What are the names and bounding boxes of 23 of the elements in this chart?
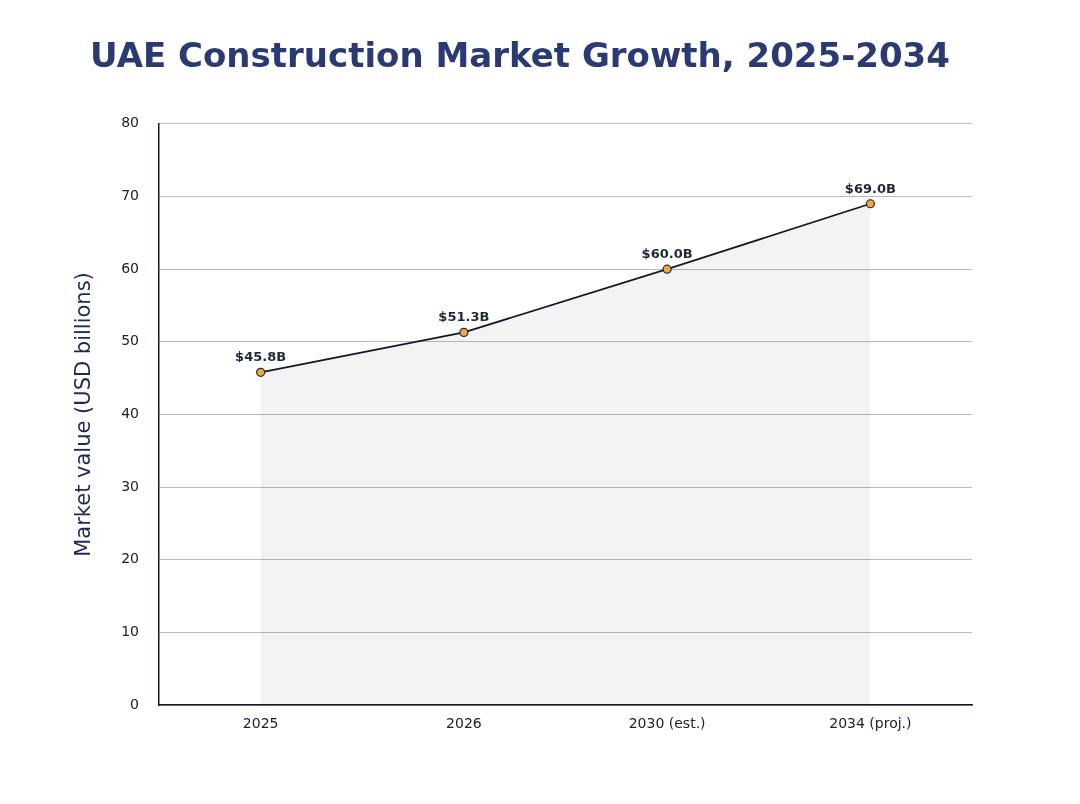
point bbox=[459, 327, 469, 337]
y-tick-label: 40 bbox=[121, 405, 140, 422]
y-tick-label: 50 bbox=[121, 332, 140, 349]
data-label: $45.8B bbox=[235, 349, 287, 365]
x-tick-label: 2034 (proj.) bbox=[829, 715, 912, 732]
y-tick-label: 10 bbox=[121, 623, 140, 640]
y-tick-label: 0 bbox=[130, 695, 140, 712]
y-tick-label: 70 bbox=[121, 187, 140, 204]
point bbox=[865, 199, 875, 209]
y-tick-label: 60 bbox=[121, 259, 140, 276]
chart-title: UAE Construction Market Growth, 2025-2034 bbox=[90, 35, 950, 76]
x-tick-label: 2025 bbox=[242, 715, 279, 732]
x-tick-label: 2030 (est.) bbox=[628, 715, 706, 732]
y-tick-label: 30 bbox=[121, 477, 140, 494]
y-tick-label: 20 bbox=[121, 550, 140, 567]
y-axis-title: Market value (USD billions) bbox=[71, 272, 96, 557]
x-tick-label: 2026 bbox=[446, 715, 482, 732]
data-label: $51.3B bbox=[438, 309, 490, 325]
point bbox=[256, 367, 266, 377]
data-label: $60.0B bbox=[641, 246, 693, 262]
data-label: $69.0B bbox=[844, 180, 896, 196]
y-tick-label: 80 bbox=[121, 114, 140, 131]
point bbox=[662, 264, 672, 274]
